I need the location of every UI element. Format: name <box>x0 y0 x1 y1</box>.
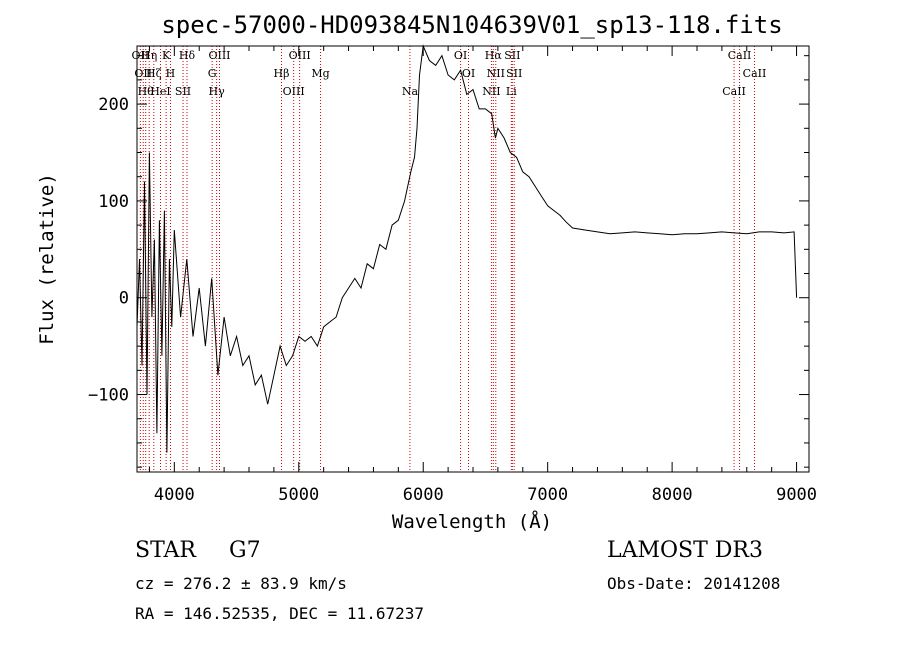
x-tick-label: 4000 <box>154 485 195 505</box>
spectrum-line <box>136 44 798 453</box>
y-tick-label: 200 <box>98 95 129 115</box>
line-marker-label: Hζ <box>146 67 162 80</box>
subclass-label: G7 <box>229 538 261 563</box>
line-marker-label: SII <box>504 49 520 62</box>
line-marker-label: Mg <box>311 67 329 80</box>
plot-frame <box>136 45 810 473</box>
y-tick-label: 0 <box>119 289 129 309</box>
line-marker-label: CaII <box>722 85 746 98</box>
line-marker-label: Hθ <box>138 85 155 98</box>
line-marker-label: Hγ <box>209 85 226 98</box>
x-axis-label: Wavelength (Å) <box>392 510 552 533</box>
line-marker-label: Hδ <box>179 49 196 62</box>
line-marker-label: SII <box>175 85 191 98</box>
line-marker-label: Hη <box>141 49 157 62</box>
line-marker-label: OIII <box>283 85 305 98</box>
x-tick-label: 7000 <box>527 485 568 505</box>
line-marker-label: K <box>162 49 171 62</box>
line-marker-label: OI <box>462 67 475 80</box>
y-axis-label: Flux (relative) <box>36 173 58 345</box>
line-marker-label: NII <box>482 85 500 98</box>
x-axis: 4000 5000 6000 7000 8000 9000 <box>148 46 817 505</box>
line-marker-label: OIII <box>208 49 230 62</box>
object-class: STAR G7 <box>135 538 261 563</box>
redshift-label: cz = 276.2 ± 83.9 km/s <box>135 574 347 593</box>
line-marker-label: Hβ <box>274 67 290 80</box>
line-marker-label: SII <box>506 67 522 80</box>
line-marker-label: NII <box>487 67 505 80</box>
coordinates-label: RA = 146.52535, DEC = 11.67237 <box>135 604 424 623</box>
line-marker-label: H <box>166 67 176 80</box>
line-marker-label: Na <box>402 85 419 98</box>
chart-title: spec-57000-HD093845N104639V01_sp13-118.f… <box>161 11 782 39</box>
line-marker-label: OIII <box>289 49 311 62</box>
x-tick-label: 5000 <box>278 485 319 505</box>
line-marker-label: OI <box>454 49 467 62</box>
line-marker-label: CaII <box>743 67 767 80</box>
y-axis: −100 0 100 200 <box>88 55 809 468</box>
y-tick-label: −100 <box>88 386 129 406</box>
x-tick-label: 9000 <box>776 485 817 505</box>
line-marker-label: HeI <box>150 85 170 98</box>
line-marker-label: Li <box>506 85 517 98</box>
line-marker-label: OII <box>134 67 152 80</box>
class-label: STAR <box>135 538 196 563</box>
x-tick-label: 8000 <box>652 485 693 505</box>
line-marker-label: G <box>208 67 217 80</box>
x-tick-label: 6000 <box>403 485 444 505</box>
survey-label: LAMOST DR3 <box>607 538 763 563</box>
line-markers <box>139 46 755 472</box>
obs-date-label: Obs-Date: 20141208 <box>607 574 781 593</box>
y-tick-label: 100 <box>98 192 129 212</box>
line-marker-label: CaII <box>728 49 752 62</box>
line-marker-labels: OIIOIIHθHηHζHeIKHSIIHδGHγOIIIHβOIIIOIIIM… <box>132 49 767 98</box>
line-marker-label: Hα <box>485 49 503 62</box>
